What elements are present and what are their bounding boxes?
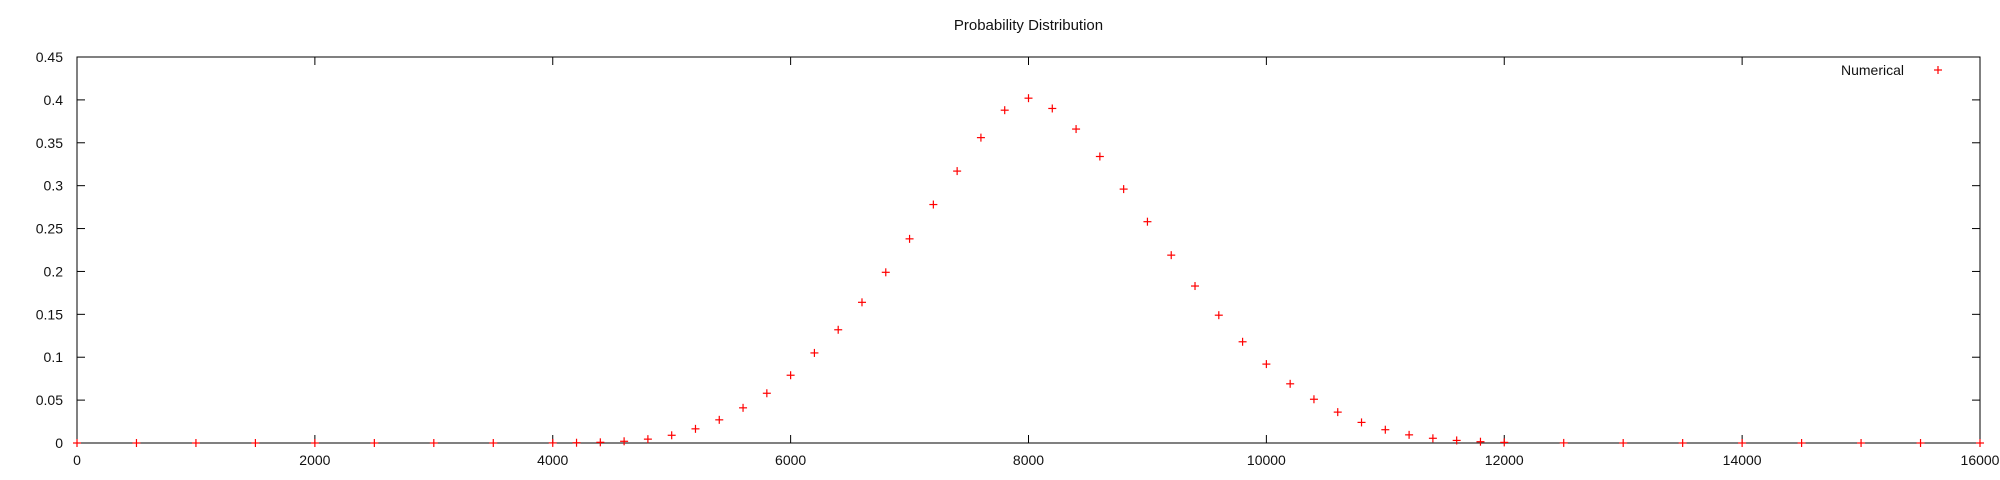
data-point-numerical [1476, 437, 1485, 446]
chart-title: Probability Distribution [954, 17, 1103, 34]
data-point-numerical [1500, 438, 1509, 447]
y-tick-label: 0.4 [44, 92, 64, 108]
data-point-numerical [1119, 185, 1128, 194]
data-point-numerical [762, 389, 771, 398]
data-point-numerical [691, 424, 700, 433]
data-point-numerical [881, 268, 890, 277]
data-point-numerical [429, 439, 438, 447]
data-point-numerical [572, 438, 581, 447]
data-point-numerical [1976, 439, 1984, 447]
plot-frame [76, 56, 1981, 444]
x-tick-label: 4000 [537, 452, 568, 468]
data-point-numerical [667, 431, 676, 440]
data-point-numerical [1381, 425, 1390, 434]
series-numerical-points [73, 94, 1984, 447]
x-tick-label: 2000 [299, 452, 330, 468]
data-point-numerical [739, 403, 748, 412]
data-point-numerical [310, 439, 319, 447]
plot-border [76, 56, 1981, 444]
data-point-numerical [786, 371, 795, 380]
x-tick-label: 14000 [1723, 452, 1762, 468]
x-tick-label: 10000 [1247, 452, 1286, 468]
legend-label-numerical: Numerical [1841, 62, 1904, 78]
data-point-numerical [489, 439, 498, 447]
y-tick-label: 0.05 [36, 392, 63, 408]
data-point-numerical [1797, 439, 1806, 447]
data-point-numerical [1214, 311, 1223, 320]
y-tick-label: 0.1 [44, 349, 64, 365]
data-point-numerical [1309, 395, 1318, 404]
data-point-numerical [1428, 434, 1437, 443]
legend: Numerical [1841, 62, 1942, 78]
data-point-numerical [1000, 106, 1009, 115]
data-point-numerical [1452, 436, 1461, 445]
data-point-numerical [1286, 379, 1295, 388]
data-point-numerical [1191, 282, 1200, 291]
data-point-numerical [1357, 418, 1366, 427]
y-axis-ticks: 0 0.05 0.1 0.15 0.2 0.25 0.3 0.35 0.4 0.45 [36, 49, 1980, 451]
data-point-numerical [715, 415, 724, 424]
legend-marker-plus [1934, 66, 1942, 74]
data-point-numerical [73, 439, 81, 447]
y-tick-label: 0 [55, 435, 63, 451]
data-point-numerical [1072, 125, 1081, 134]
data-point-numerical [1167, 251, 1176, 260]
y-tick-label: 0.45 [36, 49, 63, 65]
data-point-numerical [929, 200, 938, 209]
data-point-numerical [1857, 439, 1866, 447]
data-point-numerical [1262, 360, 1271, 369]
x-tick-label: 16000 [1961, 452, 2000, 468]
data-point-numerical [976, 133, 985, 142]
data-point-numerical [810, 348, 819, 357]
x-tick-label: 8000 [1013, 452, 1044, 468]
data-point-numerical [548, 438, 557, 447]
data-point-numerical [1916, 439, 1925, 447]
data-point-numerical [620, 437, 629, 446]
data-point-numerical [1095, 152, 1104, 161]
x-tick-label: 12000 [1485, 452, 1524, 468]
data-point-numerical [857, 298, 866, 307]
data-point-numerical [596, 438, 605, 447]
data-point-numerical [1619, 439, 1628, 447]
y-tick-label: 0.3 [44, 178, 64, 194]
data-point-numerical [953, 167, 962, 176]
x-tick-label: 0 [73, 452, 81, 468]
data-point-numerical [370, 439, 379, 447]
data-point-numerical [132, 439, 141, 447]
data-point-numerical [834, 325, 843, 334]
data-point-numerical [1738, 439, 1747, 447]
y-tick-label: 0.35 [36, 135, 63, 151]
data-point-numerical [1678, 439, 1687, 447]
data-point-numerical [643, 435, 652, 444]
data-point-numerical [1143, 217, 1152, 226]
data-point-numerical [1559, 438, 1568, 447]
data-point-numerical [1048, 104, 1057, 113]
data-point-numerical [191, 439, 200, 447]
data-point-numerical [1333, 408, 1342, 417]
y-tick-label: 0.25 [36, 221, 63, 237]
y-tick-label: 0.15 [36, 306, 63, 322]
legend-marker-numerical [1934, 66, 1942, 74]
x-tick-label: 6000 [775, 452, 806, 468]
data-point-numerical [1238, 337, 1247, 346]
data-point-numerical [1024, 94, 1033, 103]
data-point-numerical [905, 234, 914, 243]
data-point-numerical [1405, 430, 1414, 439]
data-point-numerical [251, 439, 260, 447]
y-tick-label: 0.2 [44, 263, 64, 279]
x-axis-ticks: 0 2000 4000 6000 8000 10000 12000 14000 16000 [73, 57, 2000, 468]
